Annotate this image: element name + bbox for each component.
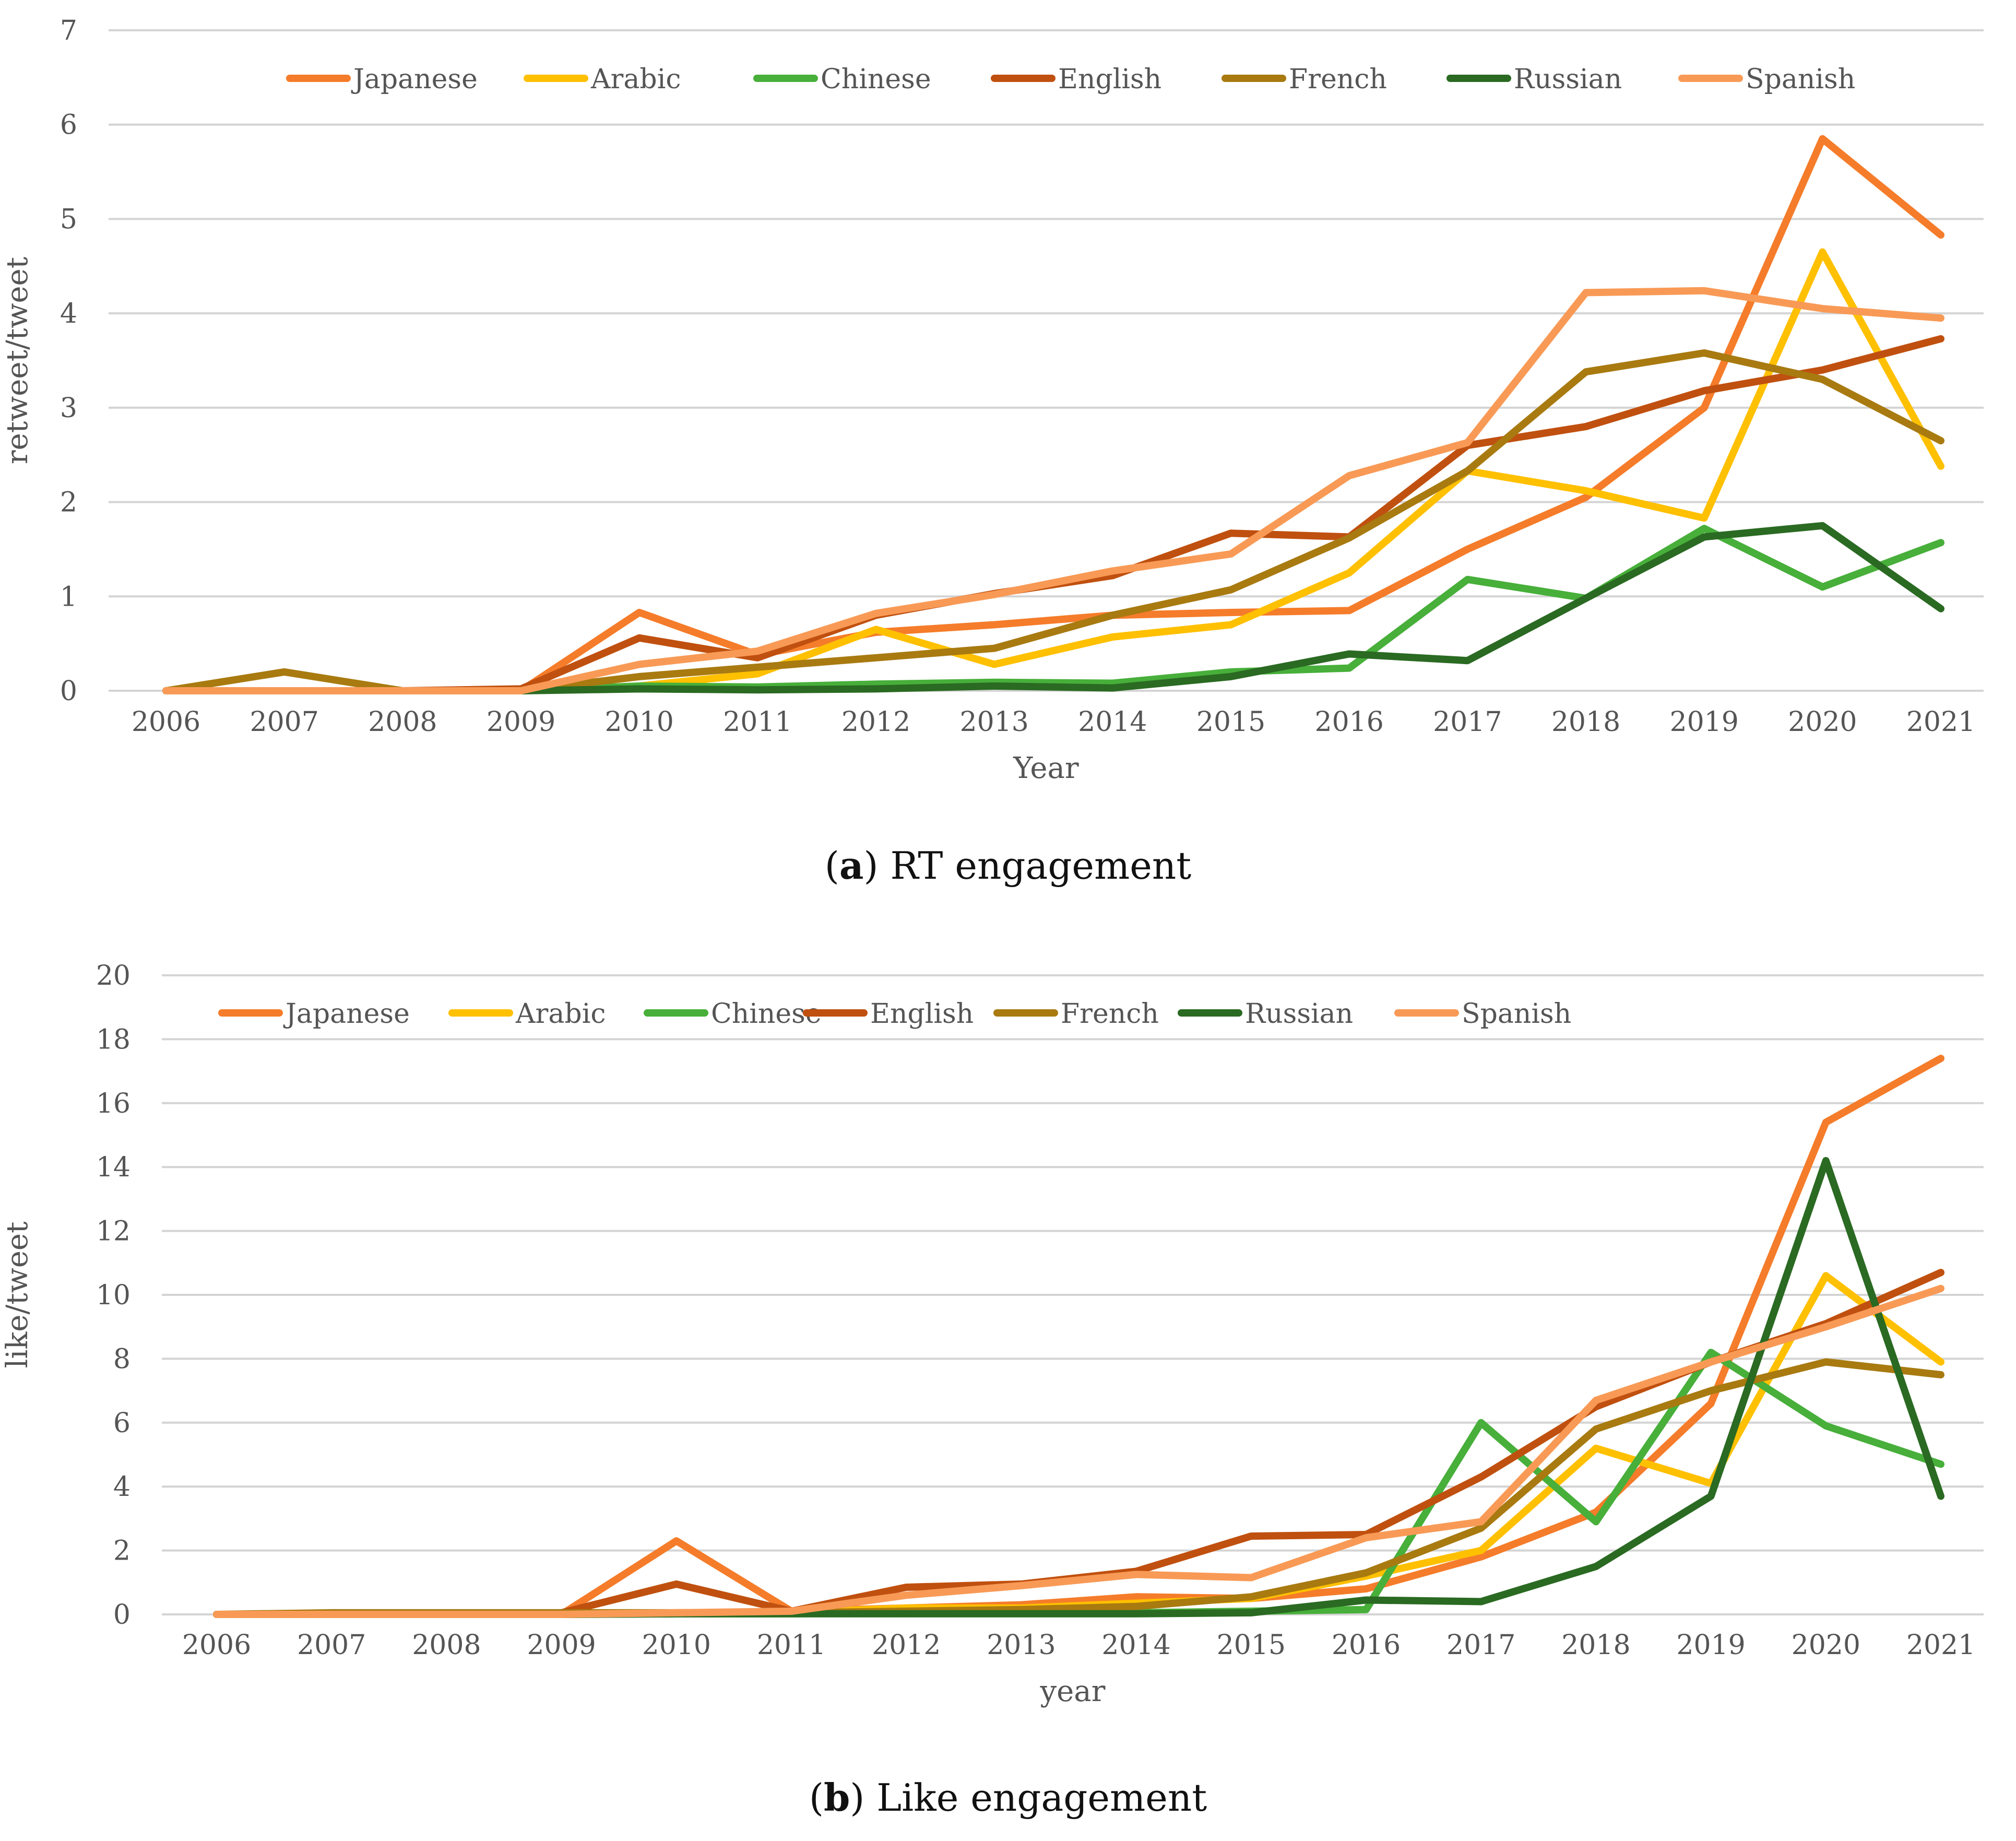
y-tick-label: 0	[60, 676, 77, 707]
series-line-arabic	[162, 248, 1944, 694]
series-line-russian	[213, 1157, 1944, 1618]
legend-label-english: English	[870, 998, 974, 1030]
caption-b-text: Like engagement	[876, 1776, 1207, 1820]
legend-label-english: English	[1058, 64, 1161, 95]
x-tick-label: 2019	[1669, 706, 1738, 738]
x-tick-label: 2016	[1332, 1630, 1401, 1661]
legend-label-arabic: Arabic	[515, 998, 606, 1030]
y-tick-label: 18	[96, 1024, 131, 1055]
legend-label-french: French	[1289, 64, 1387, 95]
rt-engagement-chart: 0 1 2 3 4 5 6 7 2006 2007 2008 2009 2010 2011 2012 2013…	[1, 15, 1984, 785]
y-tick-label: 1	[60, 581, 77, 612]
legend-label-japanese: Japanese	[283, 998, 410, 1030]
y-tick-label: 6	[113, 1408, 131, 1439]
x-tick-label: 2012	[841, 706, 910, 738]
y-tick-label: 10	[96, 1280, 131, 1311]
y-tick-label: 20	[96, 960, 131, 992]
series-line-arabic	[213, 1272, 1944, 1618]
x-tick-label: 2008	[412, 1630, 481, 1661]
x-tick-label: 2007	[297, 1630, 366, 1661]
x-tick-label: 2017	[1446, 1630, 1515, 1661]
series-line-spanish	[162, 287, 1944, 694]
x-axis-title: year	[1040, 1674, 1106, 1708]
x-tick-label: 2010	[604, 706, 673, 738]
x-tick-label: 2014	[1078, 706, 1147, 738]
x-tick-label: 2019	[1676, 1630, 1745, 1661]
x-tick-label: 2017	[1433, 706, 1502, 738]
x-axis-title: Year	[1013, 751, 1079, 785]
x-tick-label: 2013	[959, 706, 1028, 738]
y-tick-label: 2	[113, 1536, 131, 1567]
x-tick-label: 2006	[132, 706, 200, 738]
x-tick-label: 2021	[1906, 706, 1975, 738]
series-line-japanese	[213, 1055, 1944, 1618]
caption-a-letter: a	[839, 843, 864, 888]
x-tick-label: 2007	[250, 706, 318, 738]
x-tick-label: 2016	[1314, 706, 1383, 738]
series-line-russian	[162, 522, 1944, 694]
y-tick-label: 7	[60, 15, 77, 46]
y-tick-label: 14	[96, 1152, 131, 1183]
y-tick-label: 0	[113, 1599, 131, 1631]
y-tick-label: 4	[60, 298, 77, 329]
legend-label-japanese: Japanese	[351, 64, 478, 95]
x-tick-label: 2014	[1101, 1630, 1170, 1661]
caption-rt-engagement: (a) RT engagement	[824, 843, 1192, 888]
legend-label-spanish: Spanish	[1462, 998, 1571, 1030]
legend-label-russian: Russian	[1245, 998, 1353, 1030]
y-tick-label: 16	[96, 1088, 131, 1119]
x-tick-label: 2011	[723, 706, 792, 738]
caption-b-letter: b	[823, 1775, 850, 1820]
x-tick-label: 2020	[1788, 706, 1857, 738]
y-tick-label: 2	[60, 487, 77, 518]
legend-label-spanish: Spanish	[1746, 64, 1855, 95]
y-axis-title: like/tweet	[1, 1221, 34, 1368]
x-tick-label: 2008	[368, 706, 437, 738]
x-tick-label: 2013	[987, 1630, 1056, 1661]
x-tick-label: 2015	[1217, 1630, 1286, 1661]
y-tick-label: 3	[60, 393, 77, 424]
legend-label-arabic: Arabic	[590, 64, 681, 95]
like-engagement-chart: 0 2 4 6 8 10 12 14 16 18 20 2006 2007 2008 2009 2010 201…	[1, 960, 1984, 1708]
x-tick-label: 2009	[487, 706, 555, 738]
x-tick-label: 2021	[1906, 1630, 1975, 1661]
legend-label-chinese: Chinese	[821, 64, 931, 95]
x-tick-label: 2015	[1196, 706, 1265, 738]
x-tick-label: 2010	[642, 1630, 711, 1661]
y-tick-label: 5	[60, 204, 77, 235]
x-tick-label: 2011	[757, 1630, 826, 1661]
legend-label-french: French	[1061, 998, 1159, 1030]
series-line-english	[213, 1269, 1944, 1618]
y-tick-label: 6	[60, 110, 77, 141]
y-tick-label: 8	[113, 1343, 131, 1375]
x-tick-label: 2006	[182, 1630, 251, 1661]
x-tick-label: 2009	[527, 1630, 596, 1661]
y-tick-label: 4	[113, 1471, 131, 1503]
x-tick-label: 2018	[1551, 706, 1620, 738]
x-tick-label: 2020	[1792, 1630, 1860, 1661]
y-axis-title: retweet/tweet	[1, 256, 34, 464]
x-tick-label: 2018	[1561, 1630, 1630, 1661]
legend-label-russian: Russian	[1514, 64, 1622, 95]
series-line-spanish	[213, 1284, 1944, 1618]
caption-a-text: RT engagement	[890, 844, 1192, 888]
series-line-japanese	[162, 135, 1944, 694]
x-tick-label: 2012	[872, 1630, 941, 1661]
y-tick-label: 12	[96, 1216, 131, 1247]
series-line-french	[162, 349, 1944, 694]
caption-like-engagement: (b) Like engagement	[809, 1775, 1207, 1820]
